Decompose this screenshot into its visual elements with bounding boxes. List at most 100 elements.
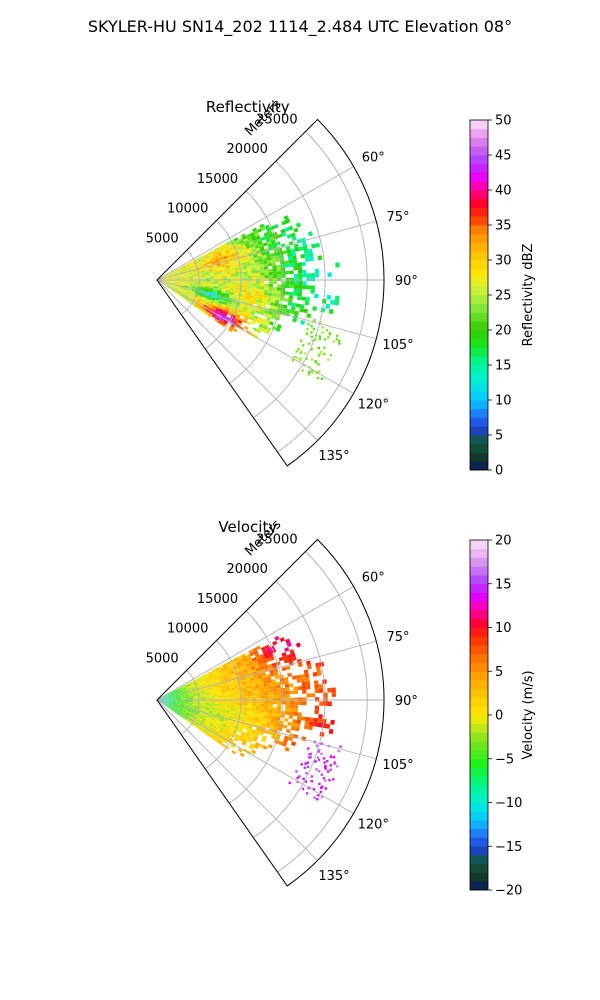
reflectivity-cell — [223, 310, 229, 315]
velocity-cell — [215, 717, 220, 721]
reflectivity-cell — [288, 263, 294, 268]
velocity-cell — [207, 671, 212, 675]
reflectivity-cell — [163, 280, 168, 282]
velocity-cell — [314, 688, 320, 694]
reflectivity-cell — [251, 237, 257, 242]
reflectivity-cell — [246, 261, 251, 265]
velocity-cell — [259, 711, 264, 715]
velocity-cell — [201, 678, 207, 682]
velocity-cell — [199, 722, 204, 726]
velocity-cell — [282, 655, 288, 661]
azimuth-tick-label: 75° — [386, 630, 409, 645]
velocity-cell — [191, 686, 196, 690]
velocity-cell — [180, 696, 185, 698]
velocity-cell — [227, 663, 232, 667]
velocity-cell — [285, 728, 291, 734]
reflectivity-cell — [301, 261, 306, 267]
velocity-cell — [216, 670, 221, 674]
velocity-cell — [260, 706, 265, 710]
velocity-cell — [297, 662, 303, 668]
velocity-cell — [301, 685, 307, 690]
velocity-cell — [305, 677, 310, 682]
velocity-cell — [215, 716, 221, 720]
velocity-cell — [217, 692, 223, 695]
reflectivity-cell — [178, 288, 183, 291]
reflectivity-field — [159, 215, 341, 380]
reflectivity-outer-echo — [305, 332, 308, 336]
velocity-cell — [272, 640, 278, 646]
velocity-cell — [231, 722, 236, 727]
reflectivity-cell — [257, 316, 263, 321]
reflectivity-cell — [172, 278, 177, 279]
reflectivity-cell — [213, 272, 219, 275]
reflectivity-cell — [293, 262, 298, 267]
reflectivity-cell — [170, 286, 175, 289]
velocity-cell — [205, 705, 210, 708]
velocity-cell — [255, 667, 261, 672]
reflectivity-cell — [176, 279, 181, 280]
velocity-cell — [229, 684, 234, 688]
reflectivity-cell — [167, 277, 172, 279]
velocity-cell — [186, 711, 191, 715]
velocity-cell — [259, 653, 265, 659]
reflectivity-cell — [171, 282, 176, 285]
reflectivity-cell — [224, 248, 230, 253]
velocity-cell — [181, 712, 186, 716]
velocity-cell — [214, 719, 220, 723]
velocity-cell — [230, 696, 236, 699]
azimuth-tick-label: 120° — [358, 818, 389, 833]
reflectivity-cell — [186, 265, 191, 268]
reflectivity-cell — [289, 281, 294, 285]
reflectivity-cell — [227, 327, 233, 333]
reflectivity-cell — [167, 275, 172, 277]
velocity-cell — [213, 692, 219, 695]
velocity-cell — [167, 697, 172, 699]
reflectivity-cell — [183, 269, 188, 272]
reflectivity-cell — [200, 255, 205, 259]
reflectivity-cell — [243, 238, 248, 243]
velocity-cell — [163, 702, 168, 705]
velocity-cell — [308, 721, 314, 727]
velocity-cell — [243, 693, 248, 697]
reflectivity-cell — [241, 311, 247, 315]
velocity-cell — [205, 690, 210, 693]
reflectivity-cell — [277, 277, 282, 282]
reflectivity-cell — [272, 287, 277, 291]
reflectivity-cell — [233, 237, 239, 242]
velocity-cell — [256, 692, 261, 696]
reflectivity-cell — [167, 281, 172, 283]
velocity-cell — [241, 731, 247, 735]
reflectivity-cell — [263, 260, 268, 265]
velocity-cell — [218, 705, 223, 708]
velocity-cell — [184, 703, 189, 705]
colorbar-segment — [470, 846, 488, 856]
velocity-cell — [260, 700, 265, 704]
velocity-cell — [221, 743, 226, 748]
reflectivity-cell — [204, 303, 209, 307]
velocity-cell — [197, 679, 202, 683]
reflectivity-cell — [262, 325, 268, 330]
velocity-cell — [220, 684, 226, 687]
reflectivity-cell — [163, 275, 168, 278]
reflectivity-cell — [290, 232, 296, 238]
reflectivity-cell — [206, 260, 212, 263]
velocity-cell — [175, 705, 180, 708]
velocity-cell — [271, 679, 276, 683]
colorbar-segment — [470, 732, 488, 742]
colorbar-segment — [470, 382, 488, 392]
velocity-cell — [251, 749, 257, 755]
colorbar-tick-label: 50 — [495, 114, 512, 129]
reflectivity-cell — [234, 270, 239, 273]
reflectivity-cell — [297, 288, 303, 293]
reflectivity-cell — [167, 277, 172, 279]
velocity-cell — [176, 698, 181, 700]
reflectivity-cell — [293, 288, 298, 293]
velocity-cell — [204, 722, 209, 726]
velocity-cell — [208, 688, 214, 691]
velocity-cell — [315, 662, 321, 668]
reflectivity-cell — [221, 269, 227, 272]
reflectivity-cell — [253, 254, 258, 258]
reflectivity-cell — [171, 276, 177, 278]
reflectivity-cell — [280, 228, 286, 234]
reflectivity-cell — [247, 250, 253, 254]
